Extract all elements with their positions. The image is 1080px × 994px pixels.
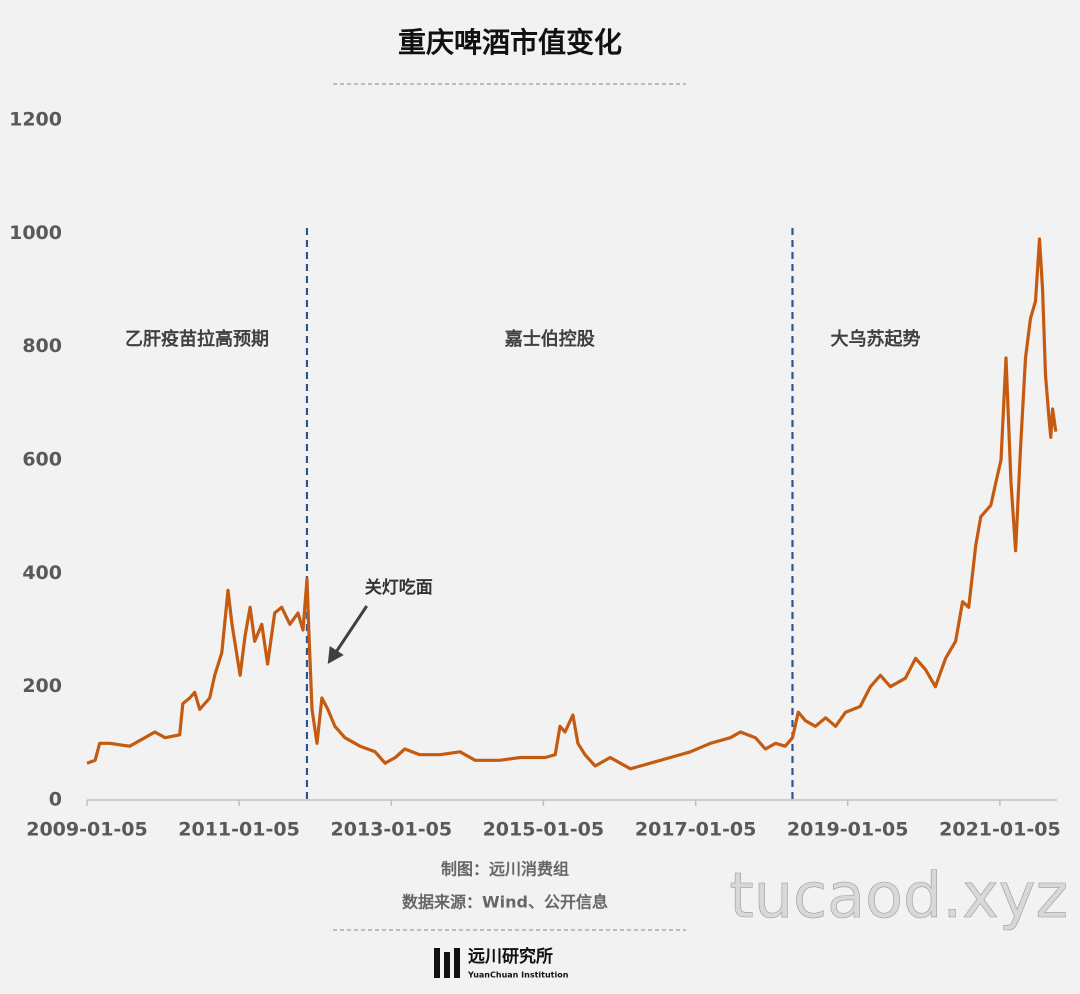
x-tick-label: 2017-01-05	[635, 819, 757, 841]
x-tick-label: 2011-01-05	[178, 819, 300, 841]
annotation-arrow	[331, 605, 368, 658]
x-tick-label: 2009-01-05	[26, 819, 148, 841]
logo-mark	[434, 948, 460, 978]
y-tick-label: 1200	[9, 109, 62, 131]
y-tick-label: 400	[22, 562, 62, 584]
annotation-text: 关灯吃面	[365, 577, 433, 598]
watermark: tucaod.xyz	[729, 859, 1068, 932]
y-tick-label: 1000	[9, 222, 62, 244]
chart-title: 重庆啤酒市值变化	[398, 26, 622, 59]
annotation-arrowhead	[327, 646, 344, 664]
region-label: 乙肝疫苗拉高预期	[125, 328, 269, 350]
x-tick-label: 2021-01-05	[939, 819, 1061, 841]
region-label: 大乌苏起势	[830, 328, 920, 350]
y-tick-label: 600	[22, 449, 62, 471]
logo-en: YuanChuan Institution	[467, 971, 569, 980]
credit: 制图：远川消费组	[441, 860, 569, 879]
x-tick-label: 2019-01-05	[787, 819, 909, 841]
x-tick-label: 2015-01-05	[483, 819, 605, 841]
x-tick-label: 2013-01-05	[331, 819, 453, 841]
logo-text: 远川研究所	[468, 946, 553, 967]
region-label: 嘉士伯控股	[504, 328, 596, 350]
series-line	[86, 237, 1058, 771]
source: 数据来源：Wind、公开信息	[402, 893, 608, 912]
y-tick-label: 200	[22, 675, 62, 697]
y-tick-label: 800	[22, 335, 62, 357]
y-tick-label: 0	[49, 789, 62, 811]
